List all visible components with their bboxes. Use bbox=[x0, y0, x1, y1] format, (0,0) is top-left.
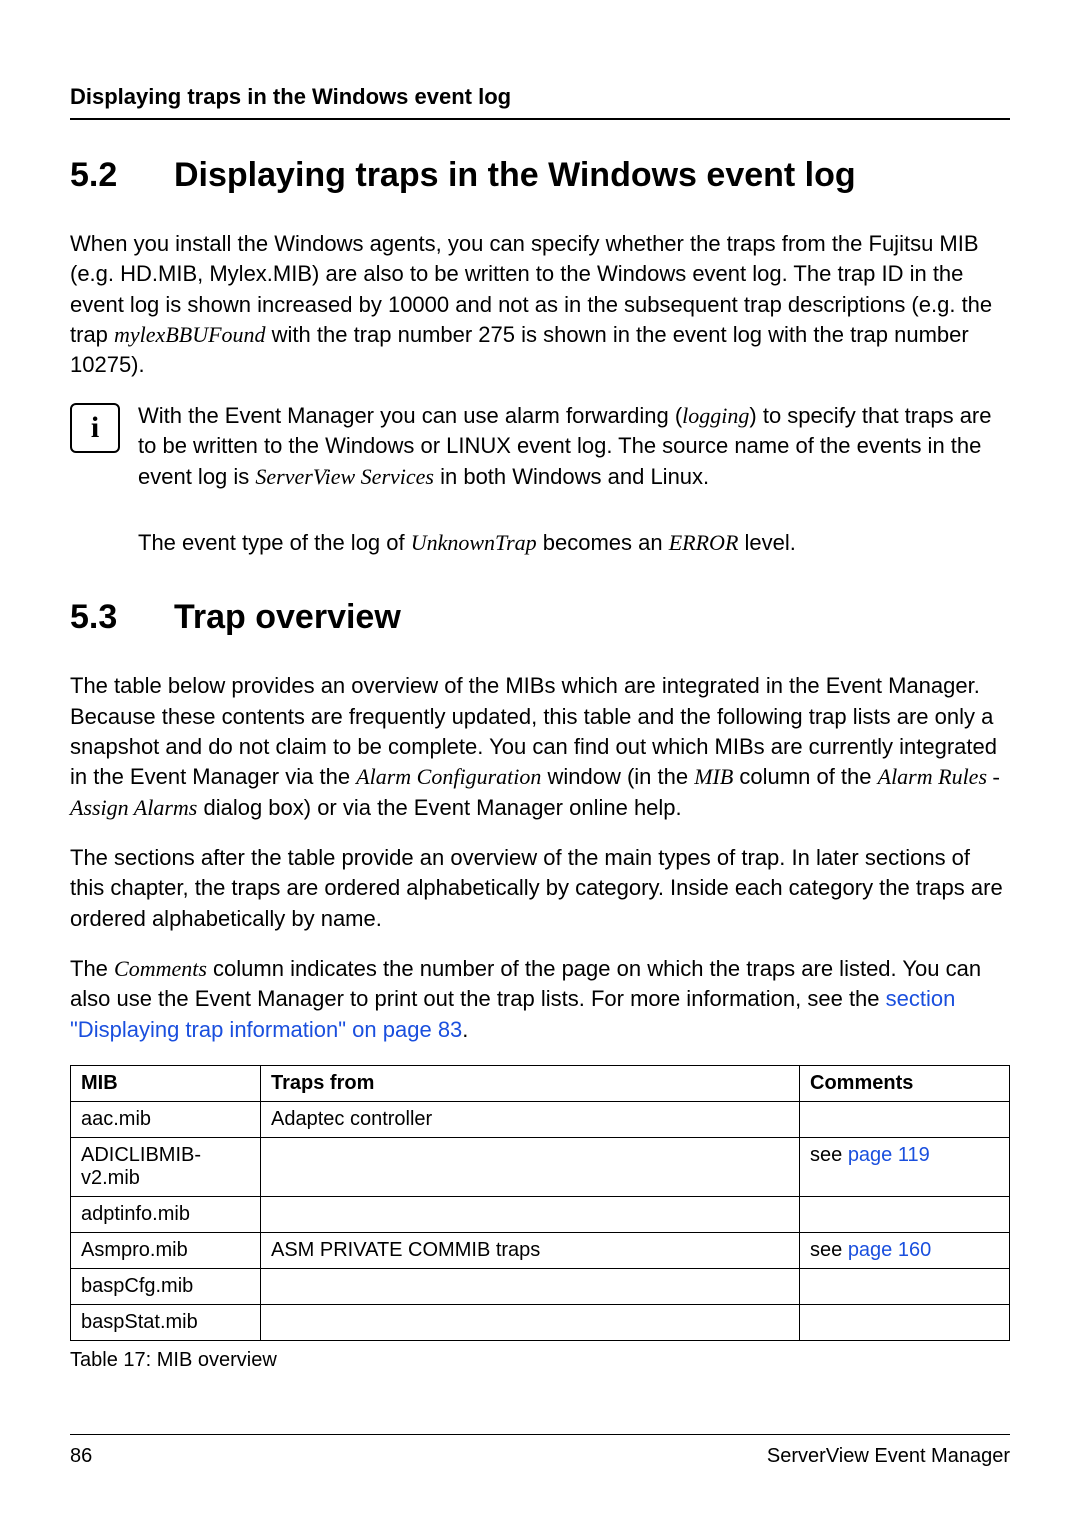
text-run: see bbox=[810, 1144, 848, 1166]
table-cell-mib: Asmpro.mib bbox=[71, 1233, 261, 1269]
table-cell-traps: Adaptec controller bbox=[261, 1102, 800, 1138]
text-run: in both Windows and Linux. bbox=[434, 464, 709, 489]
paragraph: The sections after the table provide an … bbox=[70, 843, 1010, 934]
table-cell-mib: adptinfo.mib bbox=[71, 1197, 261, 1233]
table-cell-comments bbox=[800, 1269, 1010, 1305]
table-header-mib: MIB bbox=[71, 1066, 261, 1102]
table-header-comments: Comments bbox=[800, 1066, 1010, 1102]
italic-term: UnknownTrap bbox=[411, 530, 537, 555]
info-icon-glyph: i bbox=[91, 413, 99, 443]
doc-title: ServerView Event Manager bbox=[767, 1445, 1010, 1468]
table-cell-traps bbox=[261, 1269, 800, 1305]
document-page: Displaying traps in the Windows event lo… bbox=[0, 0, 1080, 1526]
table-cell-comments bbox=[800, 1102, 1010, 1138]
info-text: With the Event Manager you can use alarm… bbox=[138, 401, 1010, 510]
section-heading-5-3: 5.3 Trap overview bbox=[70, 598, 1010, 637]
running-header: Displaying traps in the Windows event lo… bbox=[70, 84, 1010, 120]
table-header-traps: Traps from bbox=[261, 1066, 800, 1102]
page-reference-link[interactable]: page 160 bbox=[848, 1239, 931, 1261]
italic-term: Comments bbox=[114, 956, 207, 981]
text-run: becomes an bbox=[537, 530, 669, 555]
paragraph: The event type of the log of UnknownTrap… bbox=[70, 528, 1010, 558]
table-cell-mib: baspCfg.mib bbox=[71, 1269, 261, 1305]
text-run: The event type of the log of bbox=[138, 530, 411, 555]
italic-term: logging bbox=[682, 403, 749, 428]
paragraph: When you install the Windows agents, you… bbox=[70, 229, 1010, 381]
table-caption: Table 17: MIB overview bbox=[70, 1349, 1010, 1372]
section-title: Displaying traps in the Windows event lo… bbox=[174, 156, 856, 195]
page-footer: 86 ServerView Event Manager bbox=[70, 1434, 1010, 1468]
italic-term: mylexBBUFound bbox=[114, 322, 266, 347]
page-number: 86 bbox=[70, 1445, 92, 1468]
text-run: dialog box) or via the Event Manager onl… bbox=[197, 795, 681, 820]
table-cell-traps bbox=[261, 1138, 800, 1197]
text-run: level. bbox=[738, 530, 795, 555]
section-title: Trap overview bbox=[174, 598, 401, 637]
section-number: 5.2 bbox=[70, 156, 134, 195]
paragraph: With the Event Manager you can use alarm… bbox=[138, 401, 1010, 492]
text-run: column of the bbox=[733, 764, 877, 789]
table-cell-comments: see page 160 bbox=[800, 1233, 1010, 1269]
table-row: ADICLIBMIB-v2.mib see page 119 bbox=[71, 1138, 1010, 1197]
section-heading-5-2: 5.2 Displaying traps in the Windows even… bbox=[70, 156, 1010, 195]
table-header-row: MIB Traps from Comments bbox=[71, 1066, 1010, 1102]
table-cell-comments: see page 119 bbox=[800, 1138, 1010, 1197]
text-run: see bbox=[810, 1239, 848, 1261]
text-run: The bbox=[70, 956, 114, 981]
mib-overview-table: MIB Traps from Comments aac.mibAdaptec c… bbox=[70, 1065, 1010, 1341]
table-cell-mib: baspStat.mib bbox=[71, 1305, 261, 1341]
info-note: i With the Event Manager you can use ala… bbox=[70, 401, 1010, 510]
paragraph: The table below provides an overview of … bbox=[70, 671, 1010, 823]
table-cell-traps bbox=[261, 1305, 800, 1341]
text-run: . bbox=[462, 1017, 468, 1042]
table-cell-mib: aac.mib bbox=[71, 1102, 261, 1138]
table-cell-comments bbox=[800, 1197, 1010, 1233]
italic-term: ERROR bbox=[669, 530, 739, 555]
italic-term: Alarm Configuration bbox=[356, 764, 541, 789]
table-row: baspCfg.mib bbox=[71, 1269, 1010, 1305]
table-row: adptinfo.mib bbox=[71, 1197, 1010, 1233]
table-cell-comments bbox=[800, 1305, 1010, 1341]
text-run: window (in the bbox=[541, 764, 694, 789]
text-run: column indicates the number of the page … bbox=[70, 956, 981, 1011]
table-cell-traps: ASM PRIVATE COMMIB traps bbox=[261, 1233, 800, 1269]
table-row: baspStat.mib bbox=[71, 1305, 1010, 1341]
italic-term: MIB bbox=[694, 764, 733, 789]
italic-term: ServerView Services bbox=[255, 464, 434, 489]
table-row: Asmpro.mibASM PRIVATE COMMIB trapssee pa… bbox=[71, 1233, 1010, 1269]
page-reference-link[interactable]: page 119 bbox=[848, 1144, 930, 1166]
table-cell-mib: ADICLIBMIB-v2.mib bbox=[71, 1138, 261, 1197]
info-icon: i bbox=[70, 403, 120, 453]
table-row: aac.mibAdaptec controller bbox=[71, 1102, 1010, 1138]
paragraph: The Comments column indicates the number… bbox=[70, 954, 1010, 1045]
text-run: With the Event Manager you can use alarm… bbox=[138, 403, 682, 428]
section-number: 5.3 bbox=[70, 598, 134, 637]
table-cell-traps bbox=[261, 1197, 800, 1233]
